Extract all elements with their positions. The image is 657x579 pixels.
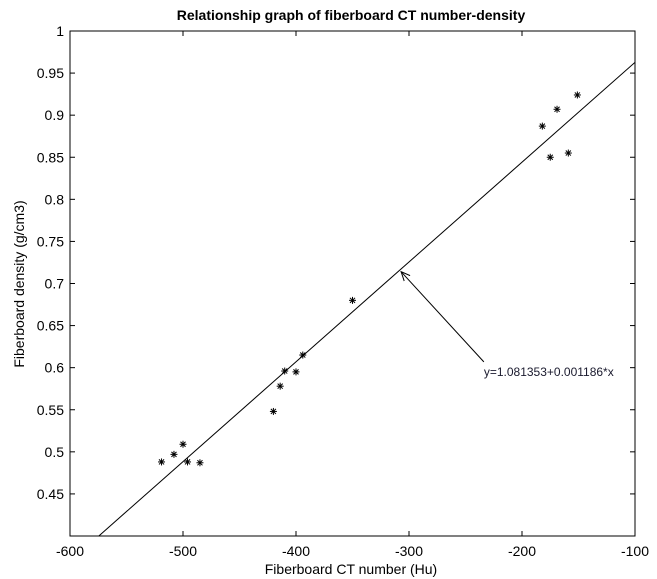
annotation-arrow bbox=[401, 272, 485, 363]
x-tick-label: -200 bbox=[508, 543, 536, 559]
y-tick-label: 0.9 bbox=[45, 107, 65, 123]
y-tick-label: 1 bbox=[56, 23, 64, 39]
data-point bbox=[281, 367, 289, 375]
data-point bbox=[292, 368, 300, 376]
y-tick-label: 0.75 bbox=[37, 233, 64, 249]
data-point bbox=[546, 153, 554, 161]
y-tick-label: 0.7 bbox=[45, 276, 65, 292]
fit-line bbox=[98, 61, 635, 536]
y-tick-label: 0.5 bbox=[45, 444, 65, 460]
data-point bbox=[564, 149, 572, 157]
x-axis-title: Fiberboard CT number (Hu) bbox=[265, 561, 437, 577]
data-point bbox=[299, 351, 307, 359]
data-point bbox=[158, 458, 166, 466]
x-tick-label: -400 bbox=[282, 543, 310, 559]
data-point bbox=[269, 407, 277, 415]
data-point bbox=[184, 458, 192, 466]
y-tick-label: 0.95 bbox=[37, 65, 64, 81]
y-tick-label: 0.8 bbox=[45, 191, 65, 207]
x-tick-label: -500 bbox=[169, 543, 197, 559]
y-tick-label: 0.6 bbox=[45, 360, 65, 376]
x-tick-label: -300 bbox=[395, 543, 423, 559]
chart-title: Relationship graph of fiberboard CT numb… bbox=[177, 7, 526, 23]
data-point bbox=[196, 459, 204, 467]
annotation-text: y=1.081353+0.001186*x bbox=[484, 365, 614, 379]
y-tick-label: 0.65 bbox=[37, 318, 64, 334]
y-tick-label: 0.55 bbox=[37, 402, 64, 418]
y-tick-label: 0.45 bbox=[37, 486, 64, 502]
data-point bbox=[276, 382, 284, 390]
y-tick-label: 0.85 bbox=[37, 149, 64, 165]
x-tick-label: -100 bbox=[621, 543, 649, 559]
y-axis-title: Fiberboard density (g/cm3) bbox=[11, 200, 27, 367]
x-tick-label: -600 bbox=[56, 543, 84, 559]
plot-frame bbox=[69, 30, 636, 537]
data-point bbox=[553, 105, 561, 113]
data-point bbox=[170, 450, 178, 458]
data-point bbox=[349, 296, 356, 304]
data-point bbox=[573, 91, 581, 99]
data-point bbox=[179, 440, 187, 448]
data-point bbox=[538, 122, 546, 130]
plot-area: -600 -500 -400 -300 -200 -100 0.45 0.5 0.55 0.6 0.… bbox=[37, 23, 649, 559]
